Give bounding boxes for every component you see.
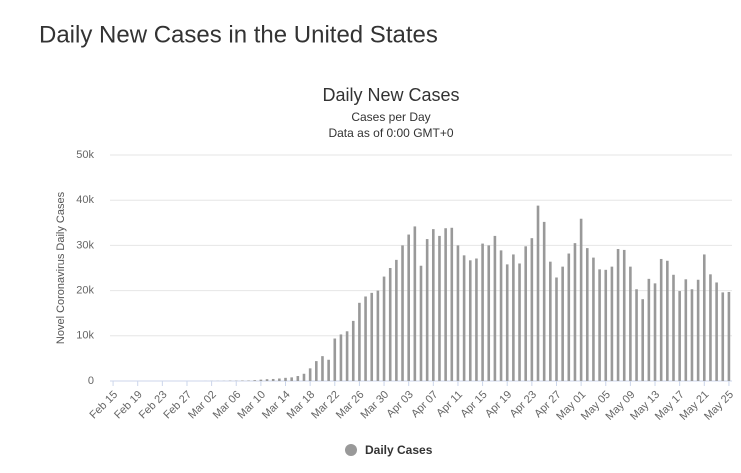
bar [641,299,645,381]
bar [456,245,460,381]
bar [727,291,731,381]
bar [616,249,620,381]
bar [585,248,589,381]
bar [339,334,343,381]
y-tick-label: 30k [76,239,94,251]
bar [684,279,688,381]
legend-marker [345,444,357,456]
bar [271,378,275,381]
bar [690,289,694,381]
bar [450,227,454,381]
bar [499,250,503,381]
y-tick-label: 50k [76,149,94,161]
bar [382,276,386,381]
bar [592,257,595,381]
bar [358,302,361,381]
bar [401,245,404,381]
page-title: Daily New Cases in the United States [39,21,438,48]
bar [561,266,564,381]
bar [659,258,663,381]
bar [629,266,632,381]
bar [468,260,472,381]
bar [345,331,349,381]
bar [388,268,392,381]
bar [395,259,398,381]
bar [413,226,417,381]
bar [709,274,712,381]
bar [549,261,552,381]
x-tick-label: Apr 03 [384,389,415,420]
chart-title: Daily New Cases [322,85,459,105]
bar [567,253,571,381]
chart-subtitle: Cases per Day [351,110,430,124]
x-tick-label: Apr 23 [508,389,539,420]
bar [462,255,466,381]
bar [542,221,546,381]
bar [265,379,269,381]
bar [290,377,293,381]
legend-label: Daily Cases [365,443,433,457]
bar [622,249,626,381]
bar [598,269,601,381]
bar [524,246,527,381]
bar [518,263,521,381]
bar [721,292,725,381]
x-tick-label: Apr 15 [458,389,489,420]
bar [259,379,263,381]
bar [438,235,441,381]
bar [653,283,657,381]
bar [302,373,306,381]
bar [672,274,675,381]
bar [666,260,669,381]
bar [512,254,515,381]
bar [333,338,337,381]
bar [505,264,509,381]
bar [425,239,429,381]
bar [419,265,423,381]
x-tick-label: Apr 07 [409,389,440,420]
bar [308,368,312,381]
bar [278,378,281,381]
bar [370,292,374,381]
bar [432,229,435,381]
x-tick-label: Apr 19 [483,389,514,420]
bar [696,279,700,381]
bar [351,320,355,381]
bar [481,243,484,381]
bar [604,269,608,381]
bar [678,291,681,381]
y-tick-label: 10k [76,330,94,342]
bar [487,245,491,381]
bar [475,258,478,381]
bar [610,266,614,381]
y-tick-label: 40k [76,194,94,206]
bar [296,376,300,381]
bar [315,361,318,381]
bar [376,290,380,381]
bar [536,205,540,381]
bar [444,228,447,381]
bar [530,238,534,381]
bar [321,356,324,381]
y-axis-label: Novel Coronavirus Daily Cases [55,191,67,344]
bar [407,234,410,381]
bar [493,235,497,381]
bar [555,277,558,381]
bar [715,282,718,381]
bar [635,289,638,381]
x-tick-label: Mar 30 [359,389,392,422]
bar [284,377,287,381]
chart-subtitle: Data as of 0:00 GMT+0 [328,126,453,140]
y-tick-label: 0 [88,375,94,387]
bar [702,254,706,381]
bar [579,218,583,381]
bar [327,359,330,381]
bar [647,278,651,381]
bar [253,380,257,381]
bar [364,296,367,381]
y-tick-label: 20k [76,285,94,297]
bar [573,243,577,381]
